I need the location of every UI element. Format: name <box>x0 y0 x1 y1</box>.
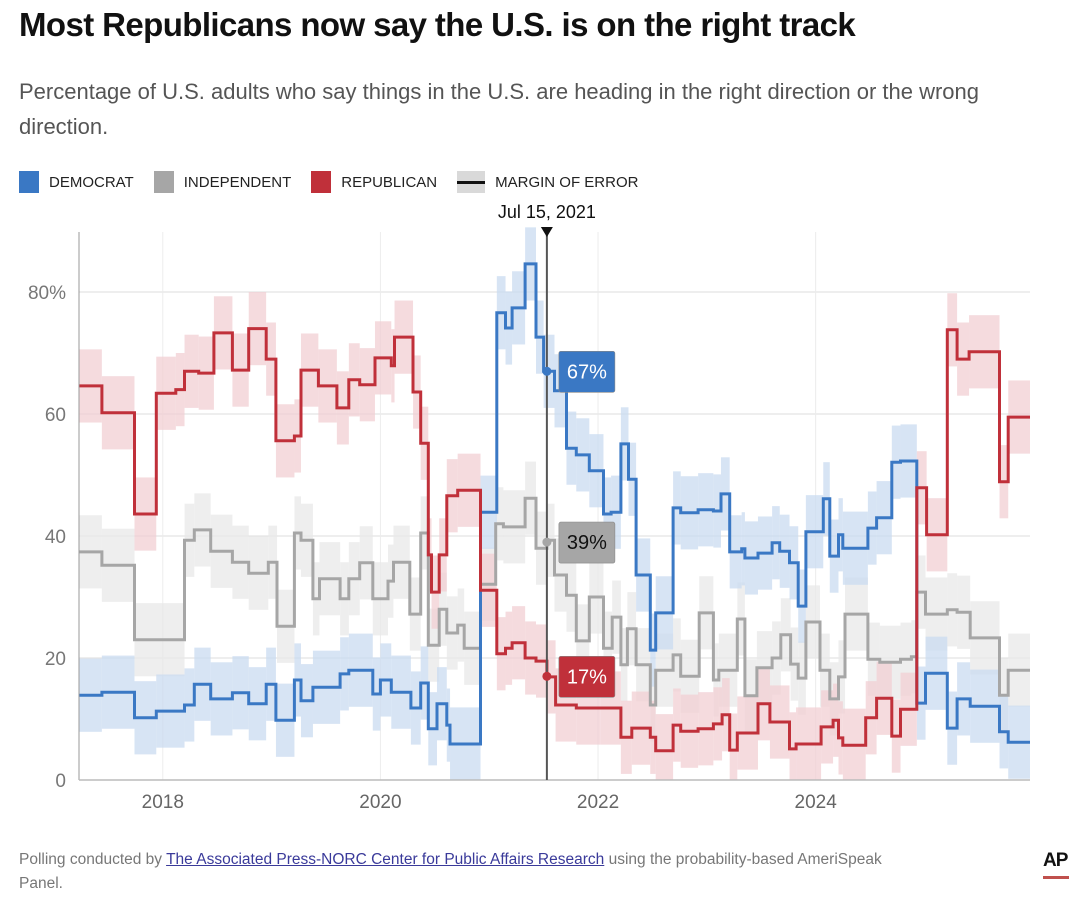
legend-label-independent: INDEPENDENT <box>183 173 292 191</box>
y-tick-label: 40 <box>45 527 66 548</box>
republican-swatch <box>311 171 332 193</box>
y-tick-label: 20 <box>45 649 66 670</box>
y-tick-label: 0 <box>55 771 66 792</box>
legend-item-margin-of-error: MARGIN OF ERROR <box>457 171 638 193</box>
axes: 0 20 40 60 80% 2018 2020 2022 2024 <box>28 232 1030 813</box>
republican-value-label: 17% <box>567 666 607 688</box>
democrat-value-label: 67% <box>567 361 607 383</box>
source-link[interactable]: The Associated Press-NORC Center for Pub… <box>166 851 605 868</box>
legend-label-margin-of-error: MARGIN OF ERROR <box>495 173 639 191</box>
independent-line <box>79 496 1030 707</box>
x-tick-label: 2024 <box>795 792 838 813</box>
x-tick-label: 2022 <box>577 792 619 813</box>
democrat-swatch <box>19 171 39 193</box>
independent-value-badge <box>558 521 616 564</box>
legend: DEMOCRAT INDEPENDENT REPUBLICAN MARGIN O… <box>19 171 658 193</box>
chart-title: Most Republicans now say the U.S. is on … <box>19 6 856 43</box>
independent-swatch <box>153 171 174 193</box>
independent-value-label: 39% <box>567 532 607 554</box>
legend-item-independent: INDEPENDENT <box>153 171 292 193</box>
hover-date-label: Jul 15, 2021 <box>498 202 596 222</box>
republican-hover-dot <box>542 671 552 681</box>
ap-logo-underline <box>1043 876 1069 879</box>
y-tick-label: 80% <box>28 283 66 304</box>
republican-moe-band <box>655 714 674 780</box>
x-tick-label: 2020 <box>359 792 401 813</box>
chart-subtitle: Percentage of U.S. adults who say things… <box>19 79 979 139</box>
republican-moe-band <box>729 713 738 780</box>
republican-moe-band <box>789 712 797 780</box>
source-note: Polling conducted by The Associated Pres… <box>19 848 919 896</box>
hover-annotation: Jul 15, 2021 67% 39% 17% <box>498 202 616 780</box>
democrat-line <box>79 262 1030 746</box>
legend-item-democrat: DEMOCRAT <box>19 171 134 193</box>
source-prefix: Polling conducted by <box>19 851 167 868</box>
independent-hover-dot <box>542 537 552 547</box>
x-tick-label: 2018 <box>142 792 184 813</box>
hover-marker-icon <box>540 227 553 237</box>
democrat-value-badge <box>558 351 616 393</box>
y-tick-label: 60 <box>45 405 66 426</box>
chart-area[interactable]: 0 20 40 60 80% 2018 2020 2022 2024 Jul 15, 2021 6… <box>0 190 1080 830</box>
legend-label-republican: REPUBLICAN <box>341 173 438 191</box>
republican-value-badge <box>558 655 616 698</box>
ap-logo: AP <box>1043 850 1068 871</box>
source-suffix: using the probability-based AmeriSpeak P… <box>19 851 882 892</box>
legend-item-republican: REPUBLICAN <box>311 171 437 193</box>
democrat-hover-dot <box>542 366 552 376</box>
margin-of-error-swatch <box>457 171 486 193</box>
legend-label-democrat: DEMOCRAT <box>49 173 134 191</box>
